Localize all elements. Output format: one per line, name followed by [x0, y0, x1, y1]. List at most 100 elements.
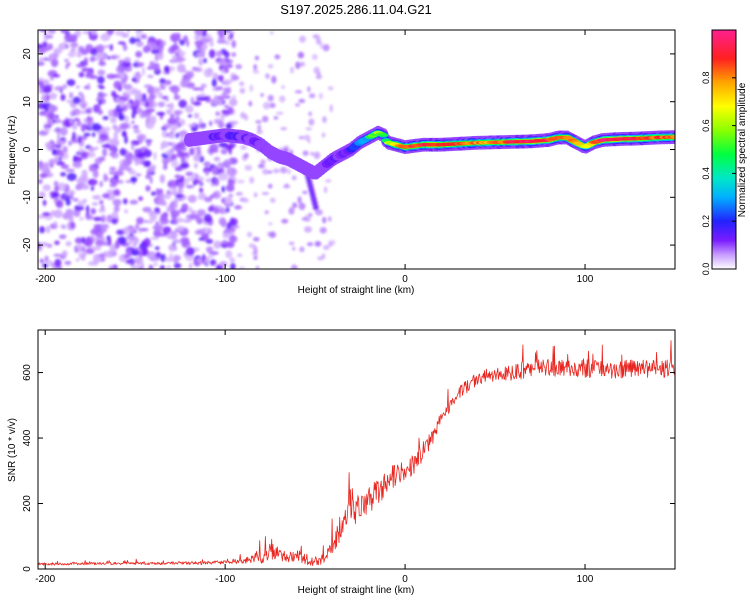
spectrogram-cell	[257, 164, 265, 168]
spectrogram-cell	[76, 50, 82, 58]
spectrogram-cell	[325, 179, 332, 183]
spectrogram-cell	[164, 256, 175, 262]
spectrogram-cell	[206, 246, 214, 253]
spectrogram-cell	[185, 82, 195, 89]
spectrogram-cell	[196, 258, 203, 263]
spectrogram-ridge-cell	[254, 139, 265, 148]
spectrogram-cell	[279, 95, 286, 103]
spectrogram-cell	[38, 163, 42, 171]
spectrogram-cell	[185, 73, 191, 80]
spectrogram-cell	[88, 75, 99, 80]
spectrogram-cell	[327, 86, 334, 91]
spectrogram-cell	[63, 127, 67, 133]
spectrogram-cell	[99, 199, 104, 205]
spectrogram-cell	[83, 237, 94, 247]
spectrogram-y-tick-label: -10	[22, 190, 33, 205]
spectrogram-cell	[119, 148, 127, 156]
spectrogram-cell	[141, 66, 146, 76]
spectrogram-cell	[273, 116, 279, 120]
spectrogram-cell	[67, 51, 76, 58]
spectrogram-cell	[225, 184, 235, 192]
spectrogram-cell	[173, 95, 181, 101]
spectrogram-cell	[57, 201, 62, 206]
spectrogram-cell	[229, 217, 238, 227]
spectrogram-cell	[265, 73, 270, 79]
spectrogram-cell	[85, 248, 95, 254]
spectrogram-cell	[281, 218, 289, 224]
spectrogram-cell	[146, 251, 157, 260]
colorbar-tick-label: 0.8	[701, 72, 711, 85]
spectrogram-cell	[226, 222, 232, 229]
spectrogram-cell	[63, 39, 68, 45]
spectrogram-cell	[113, 80, 122, 90]
spectrogram-cell	[98, 99, 102, 106]
spectrogram-cell	[80, 123, 86, 133]
spectrogram-cell	[165, 108, 172, 115]
spectrogram-cell	[322, 44, 330, 52]
spectrogram-cell	[145, 120, 155, 130]
spectrogram-cell	[229, 32, 234, 39]
spectrogram-cell	[130, 176, 138, 183]
spectrogram-cell	[253, 192, 258, 198]
spectrogram-cell	[230, 262, 236, 269]
spectrogram-cell	[313, 151, 321, 160]
spectrogram-cell	[169, 191, 179, 196]
spectrogram-cell	[83, 57, 89, 67]
spectrogram-cell	[73, 139, 79, 144]
spectrogram-cell	[143, 160, 151, 168]
spectrogram-cell	[138, 227, 149, 232]
spectrogram-cell	[153, 62, 160, 72]
spectrogram-cell	[307, 86, 311, 93]
spectrogram-cell	[185, 185, 195, 189]
spectrogram-cell	[130, 265, 140, 269]
spectrogram-cell	[182, 35, 188, 43]
spectrogram-cell	[98, 60, 107, 67]
spectrogram-cell	[148, 94, 156, 101]
spectrogram-cell	[187, 114, 193, 118]
spectrogram-cell	[211, 166, 219, 173]
spectrogram-cell	[298, 136, 305, 140]
spectrogram-cell	[163, 123, 172, 129]
spectrogram-cell	[157, 101, 165, 108]
spectrogram-cell	[90, 228, 99, 236]
spectrogram-cell	[103, 44, 112, 49]
spectrogram-cell	[179, 81, 184, 87]
spectrogram-ridge-cell	[670, 135, 675, 139]
spectrogram-cell	[96, 44, 105, 53]
spectrogram-cell	[163, 65, 170, 73]
spectrogram-cell	[124, 209, 129, 214]
spectrogram-cell	[267, 183, 273, 189]
spectrogram-cell	[135, 40, 144, 47]
spectrogram-cell	[299, 35, 306, 43]
spectrogram-cell	[76, 63, 86, 68]
spectrogram-cell	[224, 196, 233, 205]
spectrogram-cell	[72, 197, 79, 202]
spectrogram-cell	[38, 179, 43, 184]
spectrogram-cell	[262, 101, 271, 110]
spectrogram-cell	[188, 206, 193, 213]
spectrogram-cell	[288, 241, 295, 246]
spectrogram-cell	[102, 148, 108, 157]
spectrogram-cell	[319, 227, 327, 234]
spectrogram-cell	[155, 251, 162, 259]
spectrogram-cell	[66, 172, 77, 182]
spectrogram-cell	[225, 30, 231, 33]
spectrogram-cell	[74, 237, 84, 244]
spectrogram-cell	[329, 104, 333, 113]
spectrogram-cell	[103, 173, 108, 183]
spectrogram-cell	[315, 74, 323, 80]
spectrogram-ylabel: Frequency (Hz)	[7, 116, 18, 185]
spectrogram-cell	[199, 85, 205, 92]
spectrogram-cell	[164, 98, 170, 102]
spectrogram-cell	[58, 42, 67, 51]
spectrogram-cell	[291, 264, 298, 269]
spectrogram-cell	[135, 38, 141, 42]
spectrogram-cell	[269, 31, 274, 35]
spectrogram-cell	[294, 90, 303, 94]
spectrogram-cell	[109, 170, 117, 174]
spectrogram-cell	[207, 206, 215, 212]
spectrogram-cell	[175, 56, 184, 63]
spectrogram-cell	[49, 262, 55, 267]
spectrogram-cell	[148, 264, 154, 269]
